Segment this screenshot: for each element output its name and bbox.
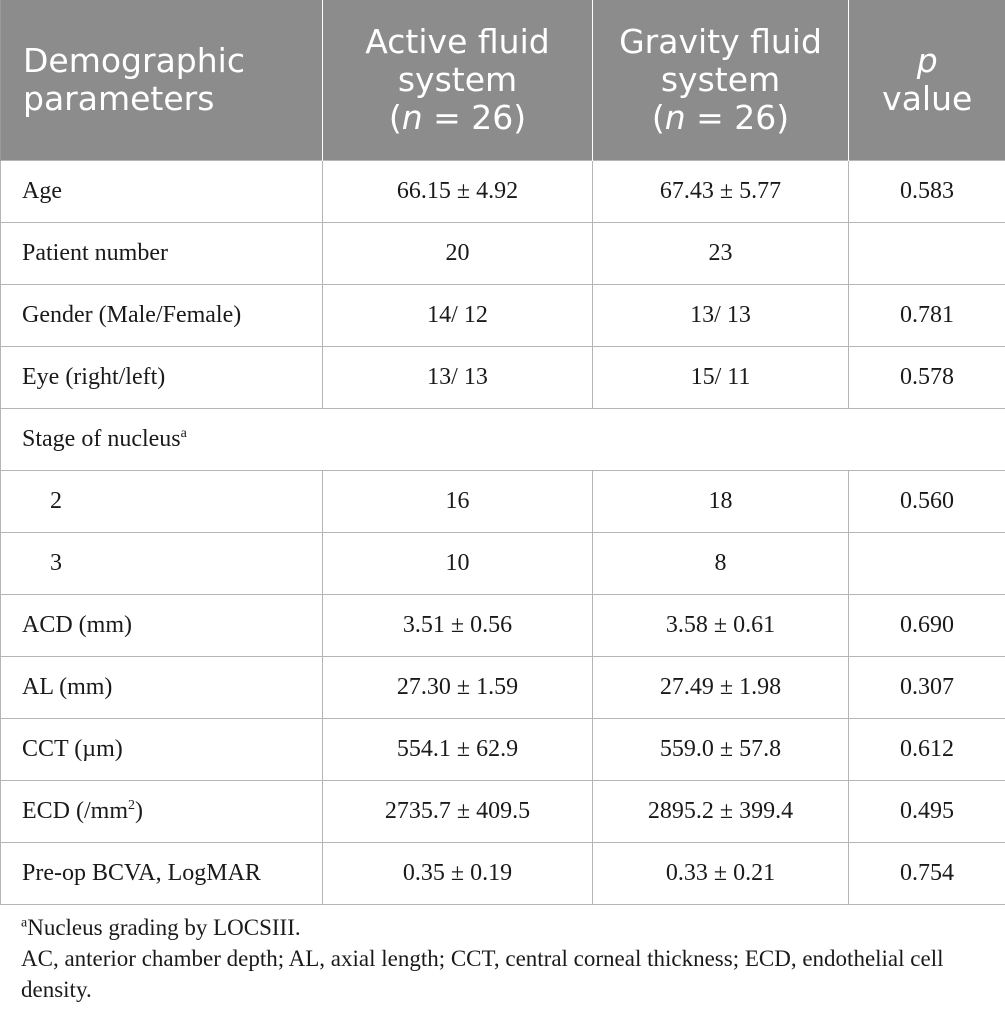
demographics-table: Demographic parameters Active fluid syst… (0, 0, 1005, 905)
gravity-value: 23 (592, 221, 849, 285)
row-label: Gender (Male/Female) (0, 283, 323, 347)
row-label: 2 (0, 469, 323, 533)
row-label: Eye (right/left) (0, 345, 323, 409)
table-row: CCT (µm) 554.1 ± 62.9 559.0 ± 57.8 0.612 (0, 717, 1005, 781)
active-value: 0.35 ± 0.19 (322, 841, 593, 905)
p-value: 0.560 (848, 469, 1005, 533)
gravity-value: 15/ 11 (592, 345, 849, 409)
p-value (848, 221, 1005, 285)
section-label-stage-of-nucleus: Stage of nucleusa (0, 407, 1005, 471)
table-row-section: Stage of nucleusa (0, 407, 1005, 471)
p-value: 0.583 (848, 159, 1005, 223)
row-label: Age (0, 159, 323, 223)
p-value (848, 531, 1005, 595)
table-row: ECD (/mm2) 2735.7 ± 409.5 2895.2 ± 399.4… (0, 779, 1005, 843)
row-label: Pre-op BCVA, LogMAR (0, 841, 323, 905)
active-value: 3.51 ± 0.56 (322, 593, 593, 657)
header-active-fluid-system: Active fluid system (n = 26) (322, 0, 593, 160)
gravity-value: 559.0 ± 57.8 (592, 717, 849, 781)
row-label: 3 (0, 531, 323, 595)
active-value: 13/ 13 (322, 345, 593, 409)
active-value: 10 (322, 531, 593, 595)
table-row: ACD (mm) 3.51 ± 0.56 3.58 ± 0.61 0.690 (0, 593, 1005, 657)
header-demographic-parameters: Demographic parameters (0, 0, 323, 160)
table-row: Age 66.15 ± 4.92 67.43 ± 5.77 0.583 (0, 159, 1005, 223)
row-label: Patient number (0, 221, 323, 285)
p-value: 0.612 (848, 717, 1005, 781)
table-row: AL (mm) 27.30 ± 1.59 27.49 ± 1.98 0.307 (0, 655, 1005, 719)
table-row: 2 16 18 0.560 (0, 469, 1005, 533)
p-value: 0.495 (848, 779, 1005, 843)
p-value: 0.307 (848, 655, 1005, 719)
gravity-value: 18 (592, 469, 849, 533)
gravity-value: 27.49 ± 1.98 (592, 655, 849, 719)
gravity-value: 3.58 ± 0.61 (592, 593, 849, 657)
p-value: 0.578 (848, 345, 1005, 409)
active-value: 16 (322, 469, 593, 533)
active-value: 2735.7 ± 409.5 (322, 779, 593, 843)
active-value: 27.30 ± 1.59 (322, 655, 593, 719)
p-value: 0.781 (848, 283, 1005, 347)
row-label: ECD (/mm2) (0, 779, 323, 843)
gravity-value: 8 (592, 531, 849, 595)
gravity-value: 13/ 13 (592, 283, 849, 347)
header-row: Demographic parameters Active fluid syst… (0, 0, 1005, 160)
table-row: Patient number 20 23 (0, 221, 1005, 285)
active-value: 66.15 ± 4.92 (322, 159, 593, 223)
footnote-abbreviations: AC, anterior chamber depth; AL, axial le… (21, 946, 944, 1002)
gravity-value: 0.33 ± 0.21 (592, 841, 849, 905)
p-value: 0.754 (848, 841, 1005, 905)
gravity-value: 67.43 ± 5.77 (592, 159, 849, 223)
table-row: Gender (Male/Female) 14/ 12 13/ 13 0.781 (0, 283, 1005, 347)
p-value: 0.690 (848, 593, 1005, 657)
header-gravity-fluid-system: Gravity fluid system (n = 26) (592, 0, 849, 160)
table-footnotes: aNucleus grading by LOCSIII. AC, anterio… (21, 912, 991, 1005)
table-row: 3 10 8 (0, 531, 1005, 595)
table-row: Eye (right/left) 13/ 13 15/ 11 0.578 (0, 345, 1005, 409)
row-label: ACD (mm) (0, 593, 323, 657)
row-label: AL (mm) (0, 655, 323, 719)
active-value: 14/ 12 (322, 283, 593, 347)
table-row: Pre-op BCVA, LogMAR 0.35 ± 0.19 0.33 ± 0… (0, 841, 1005, 905)
footnote-a: aNucleus grading by LOCSIII. (21, 915, 301, 940)
active-value: 554.1 ± 62.9 (322, 717, 593, 781)
row-label: CCT (µm) (0, 717, 323, 781)
gravity-value: 2895.2 ± 399.4 (592, 779, 849, 843)
header-p-value: p value (848, 0, 1005, 160)
active-value: 20 (322, 221, 593, 285)
